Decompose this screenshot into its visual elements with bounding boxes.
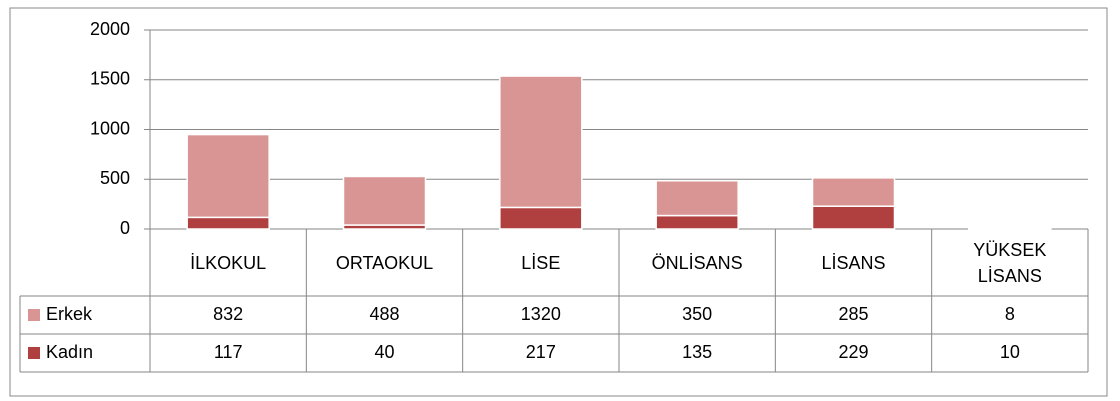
bar-segment	[655, 214, 739, 230]
legend-swatch	[28, 347, 40, 359]
x-tick-cell: ÖNLİSANS	[651, 252, 743, 273]
y-tick-label: 2000	[90, 19, 130, 39]
x-tick-cell: LİSE	[521, 252, 561, 273]
bar-segment	[499, 206, 583, 230]
y-tick-label: 1500	[90, 69, 130, 89]
table-value: 285	[838, 304, 868, 324]
table-value: 8	[1005, 304, 1015, 324]
legend-label: Kadın	[46, 342, 93, 362]
x-tick-cell: YÜKSEK LİSANS	[973, 239, 1047, 286]
table-value: 229	[838, 342, 868, 362]
bar-segment	[186, 133, 270, 219]
table-value: 10	[1000, 342, 1020, 362]
table-value: 832	[213, 304, 243, 324]
table-value: 135	[682, 342, 712, 362]
table-value: 117	[214, 342, 243, 362]
x-tick-cell: ORTAOKUL	[335, 252, 434, 273]
x-tick-label: İLKOKUL	[190, 252, 267, 273]
y-tick-label: 500	[100, 168, 130, 188]
table-value: 488	[369, 304, 399, 324]
bar-segment	[811, 205, 896, 230]
x-tick-label: ÖNLİSANS	[651, 252, 743, 273]
x-tick-label: LİSE	[521, 252, 561, 273]
table-value: 1320	[521, 304, 561, 324]
bar-segment	[811, 177, 896, 207]
x-tick-label: LİSANS	[821, 252, 886, 273]
bar-segment	[186, 216, 270, 230]
bar-segment	[655, 179, 739, 217]
y-tick-label: 0	[120, 218, 130, 238]
x-tick-label: YÜKSEK LİSANS	[973, 239, 1047, 286]
bar-segment	[342, 175, 427, 226]
x-tick-cell: İLKOKUL	[190, 252, 267, 273]
table-value: 217	[526, 342, 556, 362]
y-tick-label: 1000	[90, 118, 130, 138]
table-value: 350	[682, 304, 712, 324]
x-tick-cell: LİSANS	[821, 252, 886, 273]
bar-segment	[968, 226, 1052, 229]
bar-segment	[499, 75, 583, 209]
legend-swatch	[28, 309, 40, 321]
legend-label: Erkek	[46, 304, 93, 324]
x-tick-label: ORTAOKUL	[335, 252, 434, 273]
table-value: 40	[374, 342, 394, 362]
